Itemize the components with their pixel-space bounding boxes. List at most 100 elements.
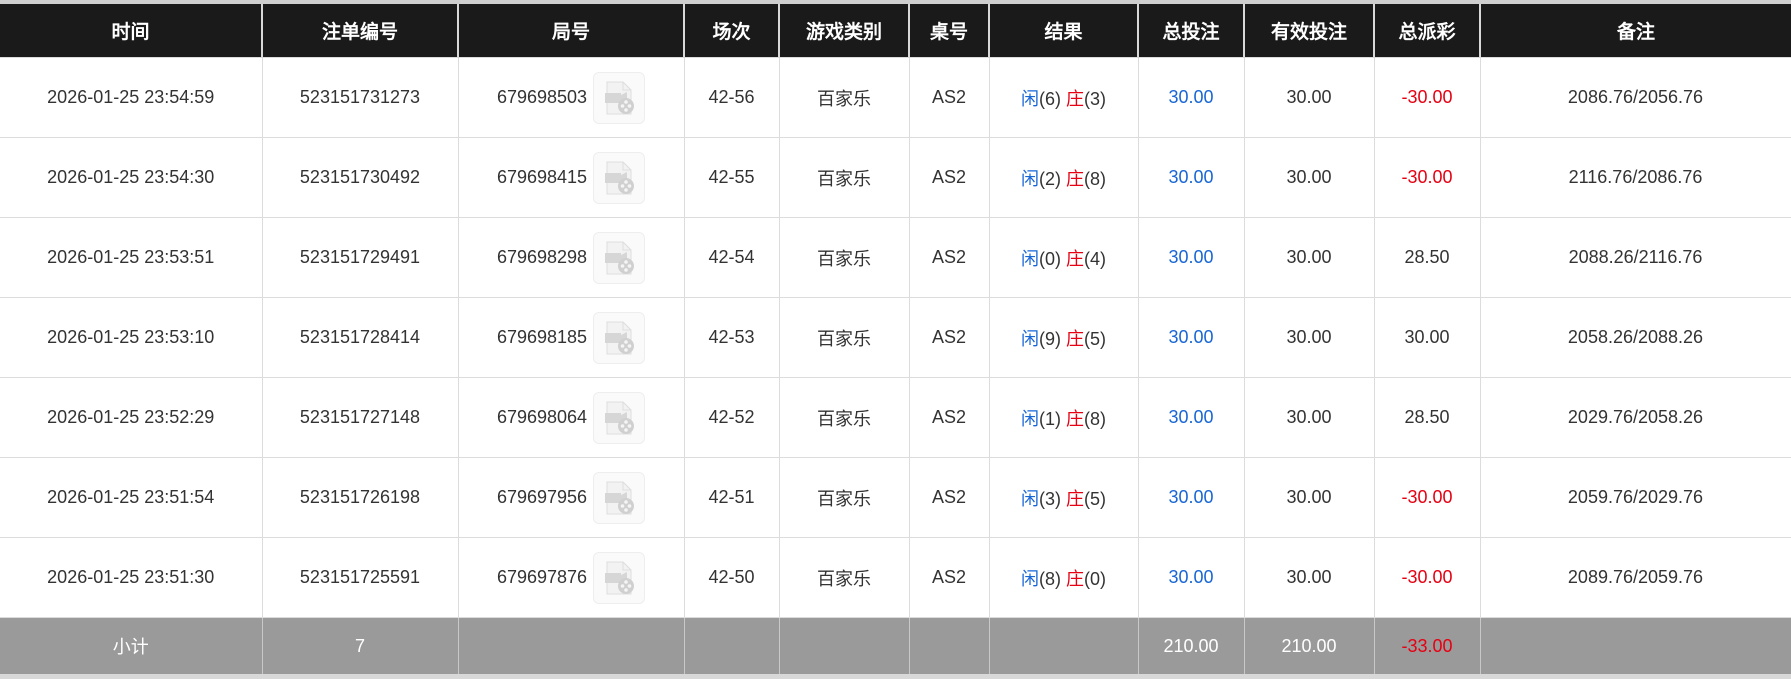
player-label: 闲: [1020, 88, 1039, 109]
session-cell: 42-54: [683, 217, 780, 298]
time-cell: 2026-01-25 23:54:59: [0, 57, 263, 138]
player-label: 闲: [1020, 168, 1039, 189]
subtotal-total-bet: 210.00: [1137, 617, 1245, 677]
player-label: 闲: [1020, 328, 1039, 349]
table-cell: AS2: [908, 137, 990, 218]
column-header: 桌号: [908, 2, 989, 58]
note-cell: 2059.76/2029.76: [1479, 457, 1791, 538]
result-cell: 闲(9) 庄(5): [988, 297, 1139, 378]
total-bet-cell: 30.00: [1137, 217, 1245, 298]
banker-label: 庄: [1066, 408, 1084, 429]
total-bet-cell: 30.00: [1137, 377, 1245, 458]
game-cell: 百家乐: [778, 57, 910, 138]
payout-cell: 30.00: [1373, 297, 1481, 378]
empty-cell: [457, 617, 685, 677]
payout-cell: -30.00: [1373, 537, 1481, 618]
player-label: 闲: [1020, 408, 1039, 429]
player-points: (1): [1038, 408, 1061, 429]
banker-points: (5): [1084, 488, 1106, 509]
player-label: 闲: [1020, 488, 1039, 509]
bet-id-cell: 523151727148: [261, 377, 459, 458]
valid-bet-cell: 30.00: [1243, 537, 1375, 618]
time-cell: 2026-01-25 23:53:51: [0, 217, 263, 298]
empty-cell: [988, 617, 1139, 677]
time-cell: 2026-01-25 23:52:29: [0, 377, 263, 458]
column-header: 备注: [1479, 2, 1791, 58]
round-number: 679698185: [496, 327, 588, 347]
bet-id-cell: 523151731273: [261, 57, 459, 138]
valid-bet-cell: 30.00: [1243, 57, 1375, 138]
column-header: 场次: [683, 2, 779, 58]
banker-label: 庄: [1066, 488, 1084, 509]
valid-bet-cell: 30.00: [1243, 457, 1375, 538]
payout-cell: 28.50: [1373, 377, 1481, 458]
empty-cell: [908, 617, 990, 677]
valid-bet-cell: 30.00: [1243, 137, 1375, 218]
player-label: 闲: [1020, 248, 1039, 269]
game-cell: 百家乐: [778, 377, 910, 458]
subtotal-count: 7: [261, 617, 459, 677]
video-file-icon[interactable]: [593, 71, 646, 124]
note-cell: 2088.26/2116.76: [1479, 217, 1791, 298]
session-cell: 42-52: [683, 377, 780, 458]
result-cell: 闲(0) 庄(4): [988, 217, 1139, 298]
video-file-icon[interactable]: [593, 391, 646, 444]
session-cell: 42-56: [683, 57, 780, 138]
player-points: (9): [1038, 328, 1061, 349]
session-cell: 42-51: [683, 457, 780, 538]
table-cell: AS2: [908, 457, 990, 538]
player-points: (2): [1038, 168, 1061, 189]
banker-points: (4): [1084, 248, 1106, 269]
banker-points: (3): [1084, 88, 1106, 109]
table-cell: AS2: [908, 537, 990, 618]
player-points: (8): [1038, 568, 1061, 589]
table-cell: AS2: [908, 217, 990, 298]
column-header: 注单编号: [261, 2, 458, 58]
time-cell: 2026-01-25 23:51:30: [0, 537, 263, 618]
round-cell: 679697876: [457, 537, 685, 618]
video-file-icon[interactable]: [593, 151, 646, 204]
empty-cell: [683, 617, 780, 677]
banker-points: (8): [1084, 408, 1106, 429]
valid-bet-cell: 30.00: [1243, 217, 1375, 298]
payout-cell: 28.50: [1373, 217, 1481, 298]
table-row: 2026-01-25 23:51:30 523151725591 6796978…: [0, 537, 1791, 618]
banker-label: 庄: [1066, 328, 1084, 349]
bet-id-cell: 523151726198: [261, 457, 459, 538]
valid-bet-cell: 30.00: [1243, 377, 1375, 458]
column-header: 结果: [988, 2, 1138, 58]
payout-cell: -30.00: [1373, 457, 1481, 538]
bet-id-cell: 523151730492: [261, 137, 459, 218]
bet-id-cell: 523151729491: [261, 217, 459, 298]
note-cell: 2089.76/2059.76: [1479, 537, 1791, 618]
round-cell: 679698415: [457, 137, 685, 218]
banker-label: 庄: [1066, 88, 1084, 109]
game-cell: 百家乐: [778, 537, 910, 618]
banker-points: (5): [1084, 328, 1106, 349]
total-bet-cell: 30.00: [1137, 57, 1245, 138]
video-file-icon[interactable]: [593, 471, 646, 524]
total-row: [0, 674, 1791, 679]
time-cell: 2026-01-25 23:54:30: [0, 137, 263, 218]
column-header: 总投注: [1137, 2, 1244, 58]
game-cell: 百家乐: [778, 137, 910, 218]
player-label: 闲: [1020, 568, 1039, 589]
result-cell: 闲(2) 庄(8): [988, 137, 1139, 218]
banker-points: (0): [1084, 568, 1106, 589]
table-row: 2026-01-25 23:53:10 523151728414 6796981…: [0, 297, 1791, 378]
note-cell: 2058.26/2088.26: [1479, 297, 1791, 378]
column-header: 总派彩: [1373, 2, 1480, 58]
payout-cell: -30.00: [1373, 137, 1481, 218]
video-file-icon[interactable]: [593, 231, 646, 284]
player-points: (0): [1038, 248, 1061, 269]
video-file-icon[interactable]: [593, 311, 646, 364]
round-number: 679697876: [496, 567, 588, 587]
empty-cell: [1479, 617, 1791, 677]
time-cell: 2026-01-25 23:51:54: [0, 457, 263, 538]
video-file-icon[interactable]: [593, 551, 646, 604]
column-header: 局号: [457, 2, 684, 58]
round-cell: 679697956: [457, 457, 685, 538]
column-header: 游戏类别: [778, 2, 909, 58]
result-cell: 闲(3) 庄(5): [988, 457, 1139, 538]
